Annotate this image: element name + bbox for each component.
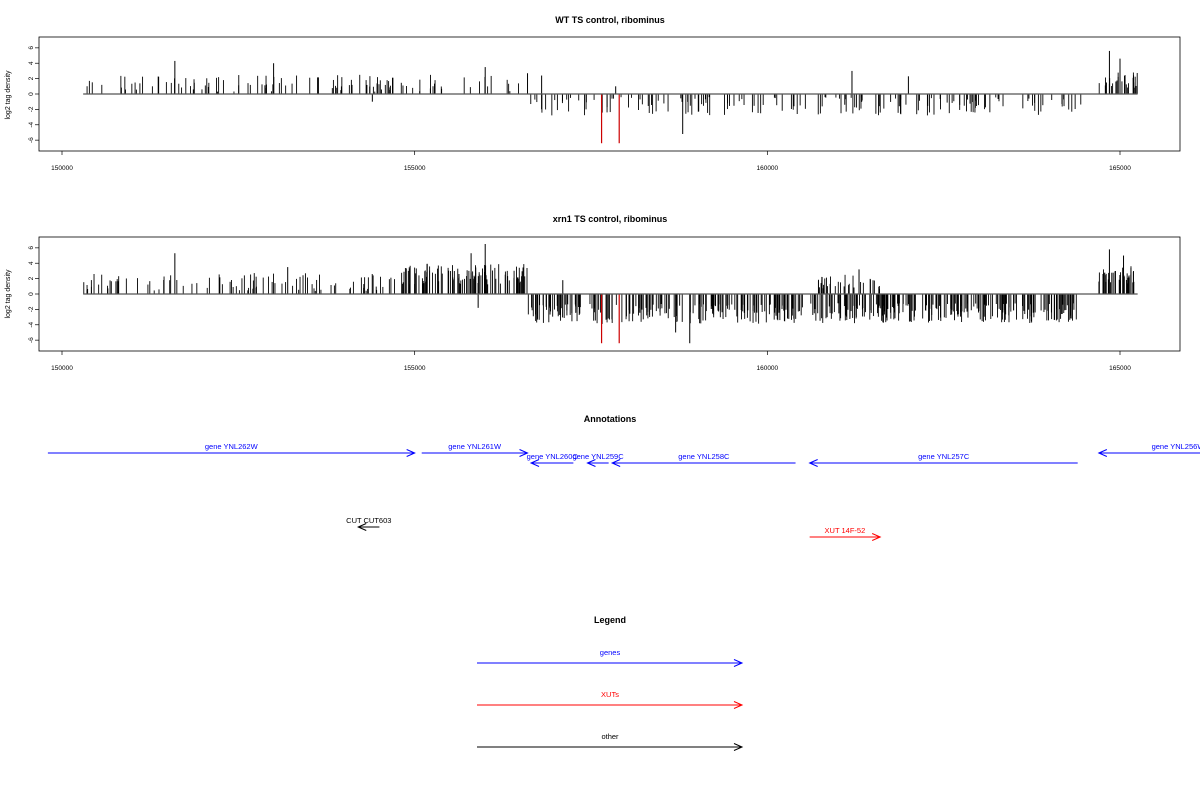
feature-label: gene YNL259C xyxy=(572,452,624,461)
wt-y-axis-label: log2 tag density xyxy=(5,70,12,120)
legend-entries: genes XUTs other xyxy=(477,648,744,751)
arrowhead xyxy=(733,743,744,751)
y-tick-label: -4 xyxy=(28,121,35,127)
annotation-feature: gene YNL257C xyxy=(808,452,1078,467)
y-tick-label: 6 xyxy=(28,46,35,50)
legend-entry-xut: XUTs xyxy=(477,690,744,709)
annotation-feature: gene YNL262W xyxy=(47,442,416,457)
arrowhead xyxy=(529,459,540,467)
x-tick-label: 165000 xyxy=(1109,365,1131,372)
x-tick-label: 165000 xyxy=(1109,165,1131,172)
arrowhead xyxy=(406,449,416,457)
x-tick-label: 160000 xyxy=(756,365,778,372)
annotation-feature: CUT CUT603 xyxy=(346,516,391,531)
xrn1-panel-title: xrn1 TS control, ribominus xyxy=(553,214,668,224)
annotation-feature: gene YNL258C xyxy=(610,452,796,467)
y-tick-label: -2 xyxy=(28,106,35,112)
y-tick-label: -4 xyxy=(28,321,35,327)
y-tick-label: 2 xyxy=(28,276,35,280)
y-tick-label: -6 xyxy=(28,337,35,343)
legend-label: genes xyxy=(600,648,621,657)
feature-label: gene YNL260C xyxy=(527,452,579,461)
xrn1-bars xyxy=(83,244,1138,344)
feature-label: gene YNL256W xyxy=(1152,442,1200,451)
legend-label: XUTs xyxy=(601,690,619,699)
arrowhead xyxy=(808,459,818,467)
x-tick-label: 155000 xyxy=(404,365,426,372)
x-tick-label: 150000 xyxy=(51,365,73,372)
arrowhead xyxy=(610,459,621,467)
arrowhead xyxy=(586,459,596,467)
y-tick-label: 0 xyxy=(28,92,35,96)
y-tick-label: 6 xyxy=(28,246,35,250)
y-tick-label: 4 xyxy=(28,61,35,65)
annotation-feature: gene YNL256W xyxy=(1097,442,1200,457)
feature-label: gene YNL262W xyxy=(205,442,259,451)
feature-label: CUT CUT603 xyxy=(346,516,391,525)
feature-label: gene YNL261W xyxy=(448,442,502,451)
legend-title: Legend xyxy=(594,615,626,625)
y-tick-label: -2 xyxy=(28,306,35,312)
legend-entry-other: other xyxy=(477,732,744,751)
legend: Legend genes XUTs other xyxy=(477,615,744,751)
y-tick-label: -6 xyxy=(28,137,35,143)
arrowhead xyxy=(733,659,744,667)
x-tick-label: 160000 xyxy=(756,165,778,172)
arrowhead xyxy=(1097,449,1108,457)
xrn1-axes: 6 4 2 0 -2 -4 -6 150000 155000 160000 165000 xyxy=(28,236,1181,372)
x-tick-label: 150000 xyxy=(51,165,73,172)
annotations-title: Annotations xyxy=(584,414,637,424)
legend-entry-gene: genes xyxy=(477,648,744,667)
wt-density-panel: WT TS control, ribominus log2 tag densit… xyxy=(5,15,1181,172)
annotation-feature: gene YNL260C xyxy=(527,452,579,467)
feature-label: XUT 14F-52 xyxy=(825,526,866,535)
arrowhead xyxy=(871,533,882,541)
annotation-feature: gene YNL261W xyxy=(421,442,529,457)
feature-label: gene YNL257C xyxy=(918,452,970,461)
x-tick-label: 155000 xyxy=(404,165,426,172)
feature-label: gene YNL258C xyxy=(678,452,730,461)
annotations-track: Annotations gene YNL262W gene YNL261W gene… xyxy=(47,414,1200,541)
wt-bars xyxy=(83,50,1138,144)
annotation-feature: XUT 14F-52 xyxy=(809,526,882,541)
y-tick-label: 2 xyxy=(28,76,35,80)
wt-axes: 6 4 2 0 -2 -4 -6 150000 155000 160000 165000 xyxy=(28,36,1181,172)
arrowhead xyxy=(356,523,367,531)
xrn1-density-panel: xrn1 TS control, ribominus log2 tag dens… xyxy=(5,214,1181,372)
arrowhead xyxy=(519,449,529,457)
arrowhead xyxy=(733,701,744,709)
wt-panel-title: WT TS control, ribominus xyxy=(555,15,665,25)
y-tick-label: 4 xyxy=(28,261,35,265)
legend-label: other xyxy=(601,732,619,741)
xrn1-y-axis-label: log2 tag density xyxy=(5,269,12,319)
y-tick-label: 0 xyxy=(28,292,35,296)
annotation-feature: gene YNL259C xyxy=(572,452,624,467)
